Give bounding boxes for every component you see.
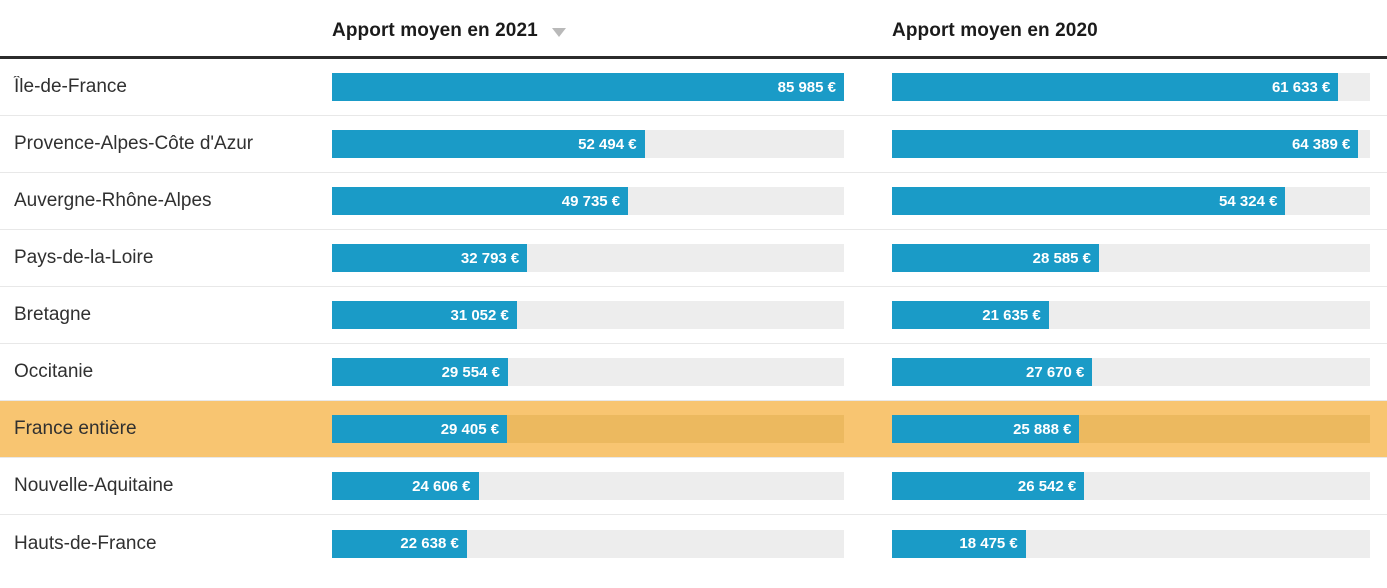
bar-2021: 85 985 € [332, 73, 844, 101]
region-label: Bretagne [14, 304, 92, 325]
bar-2020: 64 389 € [892, 130, 1359, 158]
bar-2020-value: 61 633 € [1271, 78, 1331, 96]
bar-2021-track: 22 638 € [332, 529, 844, 558]
bar-2020-value: 26 542 € [1017, 477, 1077, 495]
bar-2021: 49 735 € [332, 187, 629, 215]
bar-2020-track: 27 670 € [892, 358, 1370, 386]
bar-2020: 28 585 € [892, 244, 1100, 272]
table-row: Provence-Alpes-Côte d'Azur 52 494 € 64 3… [0, 116, 1387, 173]
region-label: Auvergne-Rhône-Alpes [14, 190, 212, 211]
bar-2020: 61 633 € [892, 73, 1339, 101]
bar-2020-value: 64 389 € [1291, 135, 1351, 153]
table-row: France entière 29 405 € 25 888 € [0, 401, 1387, 458]
region-label: Nouvelle-Aquitaine [14, 475, 174, 496]
table-header: Apport moyen en 2021 Apport moyen en 202… [0, 0, 1387, 59]
bar-2020-value: 25 888 € [1013, 420, 1072, 438]
bar-2021-track: 52 494 € [332, 130, 844, 158]
table-row: Île-de-France 85 985 € 61 633 € [0, 59, 1387, 116]
region-label: France entière [14, 418, 137, 439]
region-label: Île-de-France [14, 76, 127, 97]
bar-2020-value: 18 475 € [959, 535, 1018, 552]
bar-2021-value: 49 735 € [561, 192, 621, 210]
column-header-2021[interactable]: Apport moyen en 2021 [332, 14, 844, 42]
bar-2021-value: 52 494 € [578, 135, 637, 153]
bar-2021: 29 405 € [332, 415, 508, 443]
bar-2020-value: 27 670 € [1025, 363, 1085, 381]
region-label: Provence-Alpes-Côte d'Azur [14, 133, 254, 154]
table-row: Auvergne-Rhône-Alpes 49 735 € 54 324 € [0, 173, 1387, 230]
table-row: Bretagne 31 052 € 21 635 € [0, 287, 1387, 344]
column-header-2021-label: Apport moyen en 2021 [332, 20, 538, 41]
table-row: Nouvelle-Aquitaine 24 606 € 26 542 € [0, 458, 1387, 515]
region-label: Occitanie [14, 361, 94, 382]
bar-2021: 52 494 € [332, 130, 645, 158]
bar-2020-track: 21 635 € [892, 301, 1370, 329]
region-label: Hauts-de-France [14, 532, 157, 554]
bar-2020-track: 28 585 € [892, 244, 1370, 272]
table-row: Occitanie 29 554 € 27 670 € [0, 344, 1387, 401]
bar-2020: 21 635 € [892, 301, 1049, 329]
bar-2021-value: 29 554 € [441, 363, 500, 381]
bar-2021-value: 32 793 € [460, 249, 520, 267]
bar-2020: 26 542 € [892, 472, 1085, 500]
table-row: Pays-de-la-Loire 32 793 € 28 585 € [0, 230, 1387, 287]
bar-2021: 31 052 € [332, 301, 517, 329]
bar-2020-value: 54 324 € [1219, 192, 1278, 210]
bar-2020-value: 21 635 € [982, 306, 1041, 324]
bar-2020-track: 25 888 € [892, 415, 1370, 443]
bar-2021-track: 29 405 € [332, 415, 844, 443]
bar-2021-track: 24 606 € [332, 472, 844, 500]
bar-2020-track: 26 542 € [892, 472, 1370, 500]
bar-2021-track: 49 735 € [332, 187, 844, 215]
table-body: Île-de-France 85 985 € 61 633 € Provence… [0, 59, 1387, 572]
table-row: Hauts-de-France 22 638 € 18 475 € [0, 515, 1387, 572]
bar-2021-track: 31 052 € [332, 301, 844, 329]
bar-2021-value: 29 405 € [440, 420, 500, 438]
bar-2021: 29 554 € [332, 358, 508, 386]
bar-2021-track: 29 554 € [332, 358, 844, 386]
bar-2021: 24 606 € [332, 472, 479, 500]
bar-2021-value: 31 052 € [450, 306, 509, 324]
bar-2020-track: 54 324 € [892, 187, 1370, 215]
column-header-2020[interactable]: Apport moyen en 2020 [892, 14, 1370, 42]
bar-2021-value: 85 985 € [777, 78, 836, 96]
bar-2020-track: 61 633 € [892, 73, 1370, 101]
column-header-2020-label: Apport moyen en 2020 [892, 20, 1098, 41]
bar-2021-track: 32 793 € [332, 244, 844, 272]
bar-2020: 27 670 € [892, 358, 1093, 386]
bar-2021-value: 22 638 € [400, 535, 459, 552]
bar-2021-value: 24 606 € [412, 477, 471, 495]
bar-2020-track: 18 475 € [892, 529, 1370, 558]
region-label: Pays-de-la-Loire [14, 247, 154, 268]
bar-2021: 22 638 € [332, 529, 467, 558]
bar-2021-track: 85 985 € [332, 73, 844, 101]
bar-2021: 32 793 € [332, 244, 528, 272]
bar-2020: 25 888 € [892, 415, 1080, 443]
bar-2020: 54 324 € [892, 187, 1286, 215]
bar-2020-track: 64 389 € [892, 130, 1370, 158]
sort-desc-icon[interactable] [551, 27, 566, 37]
bar-2020-value: 28 585 € [1032, 249, 1092, 267]
bar-2020: 18 475 € [892, 529, 1026, 558]
